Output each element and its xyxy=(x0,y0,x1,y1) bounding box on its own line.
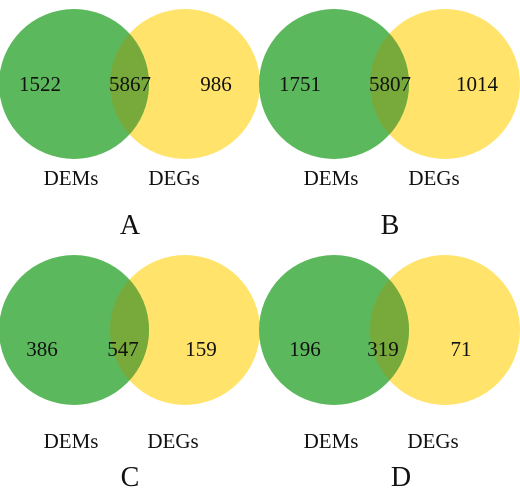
degs-only-count: 1014 xyxy=(456,72,499,96)
degs-circle xyxy=(370,9,520,159)
overlap-count: 319 xyxy=(367,337,399,361)
degs-label: DEGs xyxy=(148,166,199,190)
dems-only-count: 386 xyxy=(26,337,58,361)
panel-label: C xyxy=(121,462,140,493)
degs-only-count: 986 xyxy=(200,72,232,96)
degs-circle xyxy=(370,255,520,405)
venn-panel-c: 386 547 159 DEMs DEGs C xyxy=(0,255,260,493)
degs-circle xyxy=(110,9,260,159)
venn-panel-b: 1751 5807 1014 DEMs DEGs B xyxy=(259,9,520,241)
panel-label: D xyxy=(391,462,411,493)
overlap-count: 5807 xyxy=(369,72,411,96)
dems-label: DEMs xyxy=(304,166,359,190)
dems-label: DEMs xyxy=(304,429,359,453)
overlap-count: 5867 xyxy=(109,72,151,96)
overlap-count: 547 xyxy=(107,337,139,361)
panel-label: A xyxy=(120,210,141,241)
dems-only-count: 1751 xyxy=(279,72,321,96)
panel-label: B xyxy=(381,210,400,241)
venn-panel-a: 1522 5867 986 DEMs DEGs A xyxy=(0,9,260,241)
degs-label: DEGs xyxy=(408,166,459,190)
degs-circle xyxy=(110,255,260,405)
venn-panel-d: 196 319 71 DEMs DEGs D xyxy=(259,255,520,493)
dems-circle xyxy=(0,9,149,159)
dems-circle xyxy=(0,255,149,405)
degs-label: DEGs xyxy=(147,429,198,453)
dems-label: DEMs xyxy=(44,166,99,190)
dems-circle xyxy=(259,9,409,159)
degs-label: DEGs xyxy=(407,429,458,453)
degs-only-count: 71 xyxy=(451,337,472,361)
dems-label: DEMs xyxy=(44,429,99,453)
dems-circle xyxy=(259,255,409,405)
dems-only-count: 1522 xyxy=(19,72,61,96)
dems-only-count: 196 xyxy=(289,337,321,361)
degs-only-count: 159 xyxy=(185,337,217,361)
